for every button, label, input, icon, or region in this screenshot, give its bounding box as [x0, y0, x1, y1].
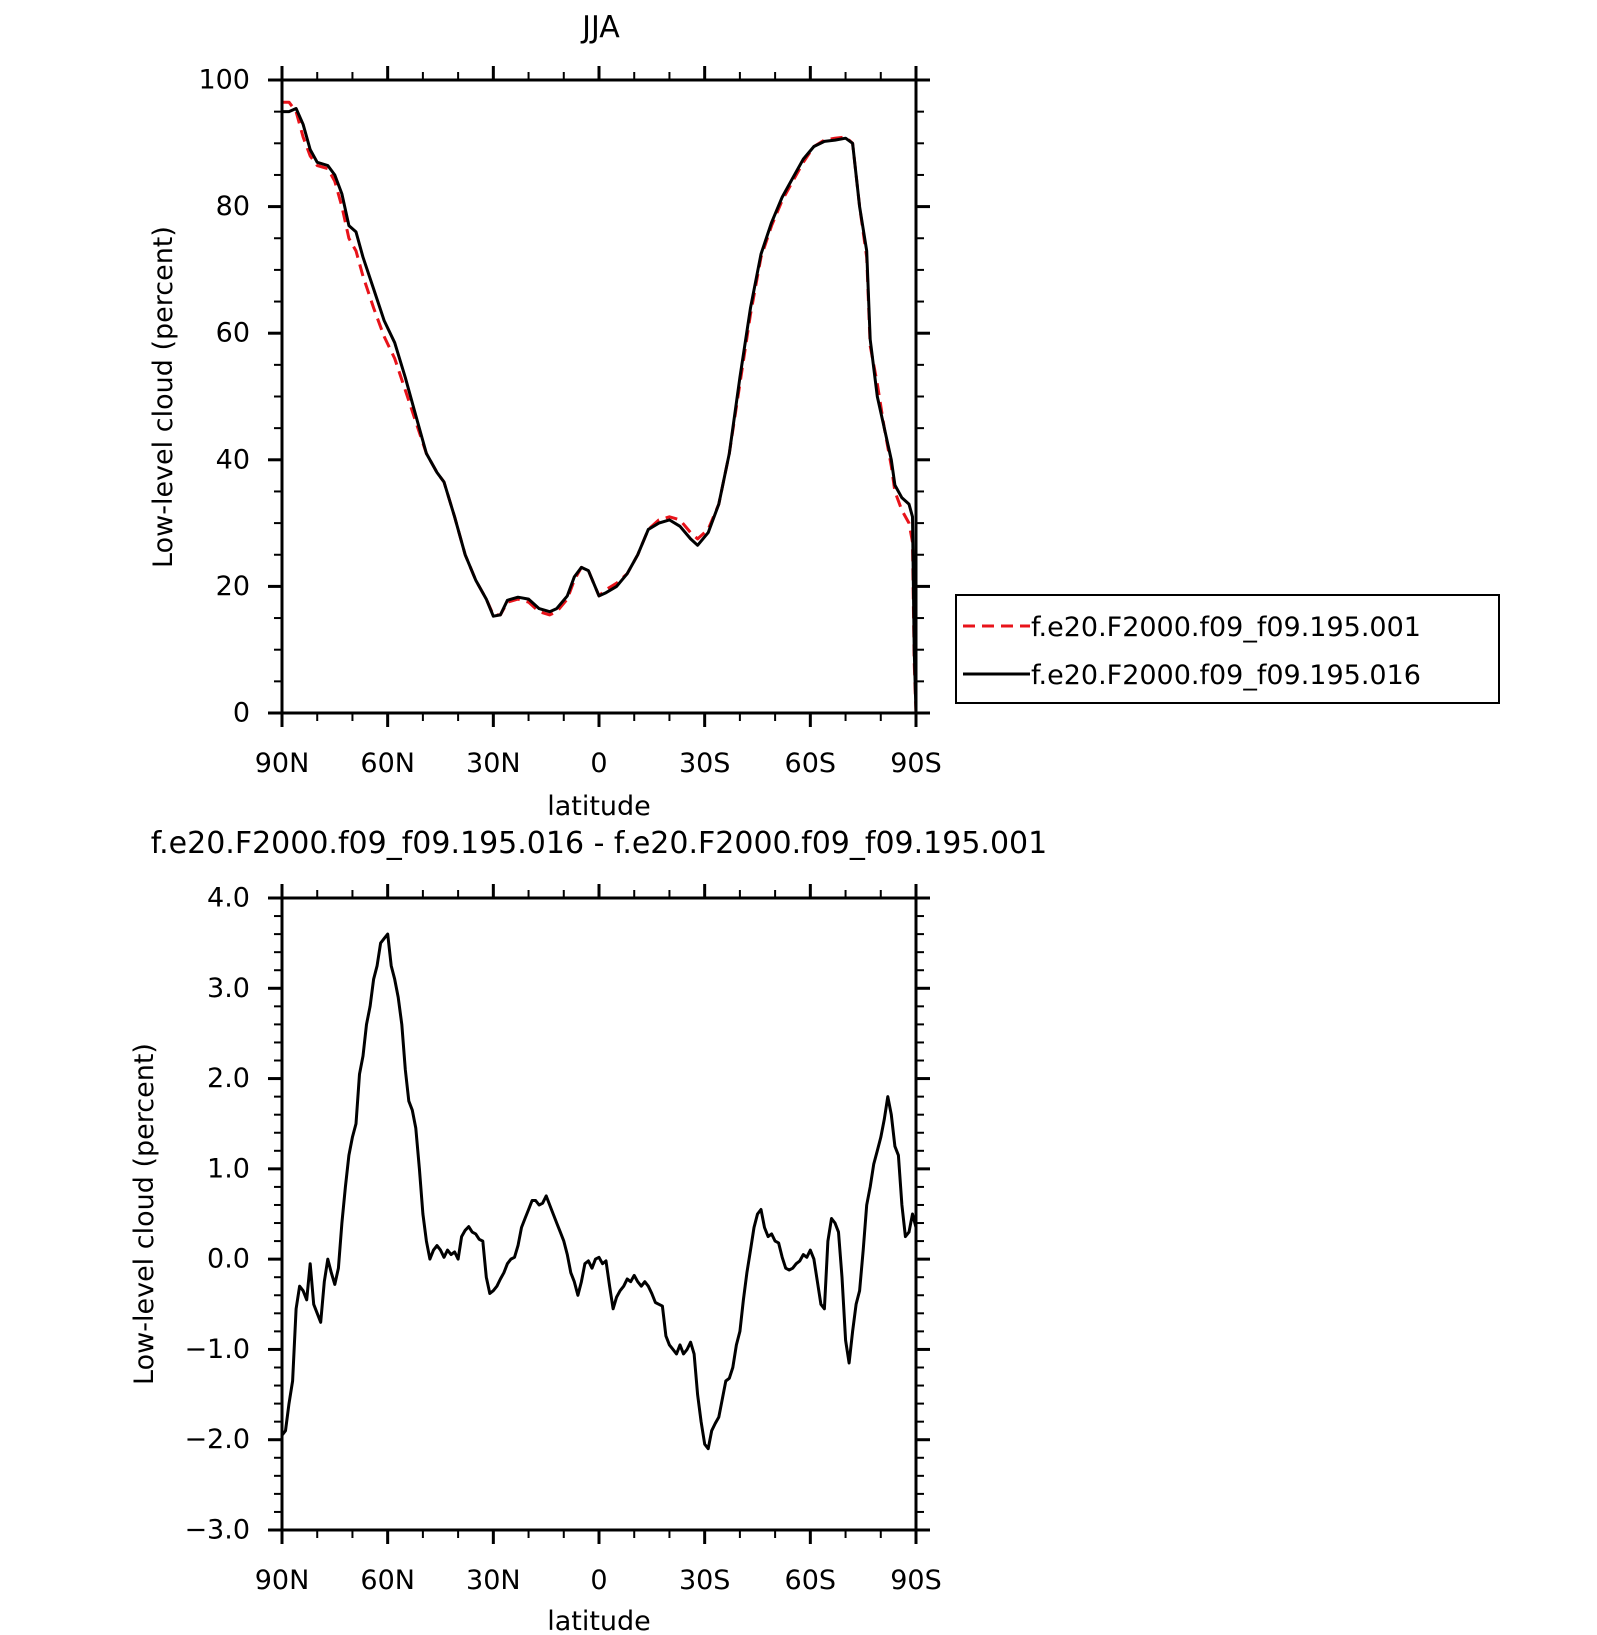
legend: f.e20.F2000.f09_f09.195.001 f.e20.F2000.…: [955, 594, 1500, 704]
y-tick-label: 0.0: [207, 1244, 250, 1275]
x-tick-label: 60N: [360, 748, 415, 779]
y-tick-label: 0: [233, 698, 250, 729]
legend-label: f.e20.F2000.f09_f09.195.016: [1031, 660, 1421, 691]
y-tick-label: 60: [216, 318, 250, 349]
series-line-2: [282, 107, 918, 714]
x-tick-label: 30N: [466, 1565, 521, 1596]
y-tick-label: 40: [216, 444, 250, 475]
x-tick-label: 90S: [890, 748, 942, 779]
plot-frame: [280, 78, 918, 715]
y-tick-label: 3.0: [207, 973, 250, 1004]
y-tick-label: 80: [216, 191, 250, 222]
x-tick-label: 60S: [785, 1565, 837, 1596]
chart-title: JJA: [580, 10, 620, 45]
x-tick-label: 0: [590, 1565, 607, 1596]
y-axis-label: Low-level cloud (percent): [129, 1043, 160, 1385]
x-tick-labels: 90N 60N 30N 0 30S 60S 90S: [255, 748, 942, 779]
x-axis-label: latitude: [547, 791, 651, 822]
y-tick-label: 100: [198, 65, 250, 96]
y-tick-label: 4.0: [207, 883, 250, 914]
y-tick-label: −2.0: [184, 1424, 250, 1455]
y-tick-label: 20: [216, 571, 250, 602]
tick-marks: [268, 66, 930, 727]
y-tick-label: 1.0: [207, 1153, 250, 1184]
x-axis-label: latitude: [547, 1606, 651, 1635]
x-tick-label: 0: [590, 748, 607, 779]
y-tick-label: −1.0: [184, 1334, 250, 1365]
x-tick-label: 30S: [679, 748, 731, 779]
legend-box: [955, 594, 1500, 704]
legend-label: f.e20.F2000.f09_f09.195.001: [1031, 612, 1421, 643]
x-tick-label: 90S: [890, 1565, 942, 1596]
y-axis-label: Low-level cloud (percent): [148, 226, 179, 568]
series-layer: [282, 100, 918, 714]
tick-marks: [268, 884, 930, 1544]
x-tick-label: 90N: [255, 748, 310, 779]
chart-zonal-mean: JJA 0 20 40 60 80 100 90N 60N 30N 0 30S …: [148, 10, 1500, 822]
series-layer: [280, 932, 918, 1451]
x-tick-label: 30S: [679, 1565, 731, 1596]
series-line-1: [282, 100, 918, 714]
y-tick-labels: −3.0 −2.0 −1.0 0.0 1.0 2.0 3.0 4.0: [184, 883, 250, 1546]
plot-frame: [280, 896, 918, 1532]
chart-title: f.e20.F2000.f09_f09.195.016 - f.e20.F200…: [151, 826, 1047, 861]
chart-difference: f.e20.F2000.f09_f09.195.016 - f.e20.F200…: [129, 826, 1047, 1635]
x-tick-label: 30N: [466, 748, 521, 779]
x-tick-label: 90N: [255, 1565, 310, 1596]
x-tick-label: 60S: [785, 748, 837, 779]
y-tick-label: −3.0: [184, 1515, 250, 1546]
y-tick-labels: 0 20 40 60 80 100: [198, 65, 250, 729]
x-tick-label: 60N: [360, 1565, 415, 1596]
x-tick-labels: 90N 60N 30N 0 30S 60S 90S: [255, 1565, 942, 1596]
series-line-1: [280, 932, 918, 1451]
y-tick-label: 2.0: [207, 1063, 250, 1094]
